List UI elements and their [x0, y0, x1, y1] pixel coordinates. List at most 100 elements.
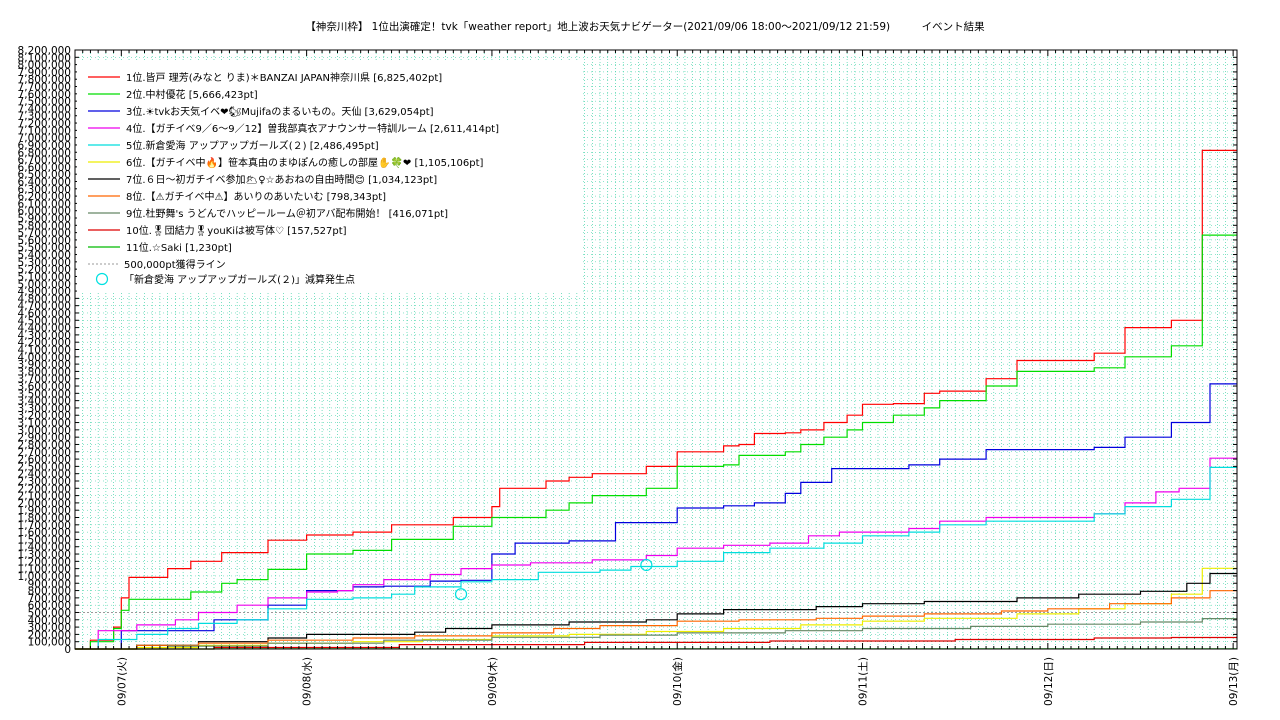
y-tick-label: 1,000,000 [18, 571, 71, 583]
series-line-2 [75, 234, 1237, 650]
y-tick-label: 3,200,000 [18, 410, 71, 422]
y-tick-label: 2,800,000 [18, 439, 71, 451]
y-tick-label: 900,000 [28, 578, 71, 590]
y-tick-label: 2,200,000 [18, 483, 71, 495]
chart-title: 【神奈川枠】 1位出演確定！tvk「weather report」地上波お天気ナ… [305, 20, 985, 33]
y-tick-label: 8,200,000 [18, 45, 71, 57]
y-tick-label: 0 [64, 644, 71, 656]
y-tick-label: 4,400,000 [18, 323, 71, 335]
y-tick-label: 2,100,000 [18, 491, 71, 503]
y-tick-label: 300,000 [28, 622, 71, 634]
y-tick-label: 4,900,000 [18, 286, 71, 298]
y-tick-label: 100,000 [28, 637, 71, 649]
legend-label-6: 6位.【ガチイベ中🔥】笹本真由のまゆぽんの癒しの部屋✋🍀❤ [1,105,106… [126, 156, 484, 169]
y-tick-label: 3,500,000 [18, 388, 71, 400]
y-tick-label: 5,500,000 [18, 242, 71, 254]
y-tick-label: 5,600,000 [18, 235, 71, 247]
legend-swatch-deduction [95, 272, 109, 286]
y-tick-label: 2,500,000 [18, 461, 71, 473]
y-tick-label: 7,700,000 [18, 82, 71, 94]
legend-label-11: 11位.☆Saki [1,230pt] [126, 241, 232, 254]
y-tick-label: 3,700,000 [18, 374, 71, 386]
series-line-5 [75, 466, 1237, 650]
y-tick-label: 2,400,000 [18, 469, 71, 481]
y-tick-label: 1,100,000 [18, 564, 71, 576]
y-tick-label: 4,000,000 [18, 352, 71, 364]
x-tick-label: 09/13(月) [1228, 657, 1240, 706]
y-tick-label: 6,800,000 [18, 147, 71, 159]
y-tick-label: 5,000,000 [18, 279, 71, 291]
y-tick-label: 700,000 [28, 593, 71, 605]
y-tick-label: 3,300,000 [18, 403, 71, 415]
deduction-marker-point-1 [454, 588, 468, 601]
y-tick-label: 1,200,000 [18, 556, 71, 568]
y-tick-label: 4,700,000 [18, 301, 71, 313]
y-tick-label: 3,400,000 [18, 396, 71, 408]
legend-label-5: 5位.新倉愛海 アップアップガールズ(２) [2,486,495pt] [126, 139, 379, 152]
y-tick-label: 6,600,000 [18, 162, 71, 174]
y-tick-label: 1,300,000 [18, 549, 71, 561]
legend-label-7: 7位.６日〜初ガチイベ参加🌥♀☆あおねの自由時間😊 [1,034,123pt] [126, 173, 437, 186]
x-tick-label: 09/08(水) [302, 657, 314, 706]
y-tick-label: 3,900,000 [18, 359, 71, 371]
y-tick-label: 1,400,000 [18, 542, 71, 554]
y-tick-label: 5,900,000 [18, 213, 71, 225]
y-tick-label: 3,100,000 [18, 418, 71, 430]
y-tick-label: 1,700,000 [18, 520, 71, 532]
y-tick-label: 6,000,000 [18, 206, 71, 218]
y-tick-label: 1,600,000 [18, 527, 71, 539]
y-tick-label: 600,000 [28, 600, 71, 612]
series-layer [75, 149, 1237, 650]
y-tick-label: 4,100,000 [18, 345, 71, 357]
y-tick-label: 1,500,000 [18, 534, 71, 546]
y-tick-label: 8,000,000 [18, 60, 71, 72]
y-tick-label: 6,400,000 [18, 176, 71, 188]
legend-label-2: 2位.中村優花 [5,666,423pt] [126, 88, 258, 101]
y-tick-label: 3,000,000 [18, 425, 71, 437]
y-tick-label: 400,000 [28, 615, 71, 627]
x-tick-label: 09/07(火) [116, 657, 128, 706]
y-tick-label: 7,100,000 [18, 125, 71, 137]
legend-label-3: 3位.☀tvkお天気イベ❤🐿Mujifaのまるいもの。天仙 [3,629,054… [126, 105, 434, 118]
y-tick-label: 2,000,000 [18, 498, 71, 510]
y-tick-label: 7,400,000 [18, 103, 71, 115]
y-tick-label: 5,700,000 [18, 228, 71, 240]
y-tick-label: 4,800,000 [18, 293, 71, 305]
y-tick-label: 200,000 [28, 629, 71, 641]
y-tick-label: 6,900,000 [18, 140, 71, 152]
y-tick-label: 6,200,000 [18, 191, 71, 203]
y-tick-label: 1,800,000 [18, 513, 71, 525]
y-tick-label: 4,600,000 [18, 308, 71, 320]
x-tick-label: 09/11(土) [857, 657, 870, 706]
series-line-1 [75, 149, 1237, 650]
y-tick-label: 6,700,000 [18, 155, 71, 167]
y-tick-label: 1,900,000 [18, 505, 71, 517]
y-tick-label: 7,800,000 [18, 74, 71, 86]
series-line-9 [75, 618, 1237, 650]
y-axis-tick-labels: 0100,000200,000300,000400,000500,000600,… [18, 45, 71, 656]
y-tick-label: 2,600,000 [18, 454, 71, 466]
y-tick-label: 6,500,000 [18, 169, 71, 181]
legend-label-deduction: 「新倉愛海 アップアップガールズ(２)」減算発生点 [124, 273, 355, 286]
y-tick-label: 3,800,000 [18, 366, 71, 378]
legend-label-8: 8位.【⚠ガチイベ中⚠】あいりのあいたいむ [798,343pt] [126, 190, 386, 203]
y-tick-label: 7,500,000 [18, 96, 71, 108]
deduction-marker-point-2 [640, 558, 653, 572]
series-line-8 [75, 590, 1237, 650]
legend-label-threshold: 500,000pt獲得ライン [124, 258, 226, 271]
y-tick-label: 7,200,000 [18, 118, 71, 130]
legend-label-10: 10位.🎖団結力🎖youKiは被写体♡ [157,527pt] [126, 224, 347, 237]
y-tick-label: 4,500,000 [18, 315, 71, 327]
y-tick-label: 5,400,000 [18, 250, 71, 262]
series-line-7 [75, 572, 1237, 650]
y-tick-label: 7,900,000 [18, 67, 71, 79]
y-tick-label: 3,600,000 [18, 381, 71, 393]
y-tick-label: 8,100,000 [18, 52, 71, 64]
y-tick-label: 7,000,000 [18, 133, 71, 145]
legend-label-4: 4位.【ガチイベ9／6〜9／12】曽我部真衣アナウンサー特訓ルーム [2,611… [126, 122, 499, 135]
y-tick-label: 5,800,000 [18, 220, 71, 232]
legend-label-1: 1位.皆戸 理芳(みなと りま)＊BANZAI JAPAN神奈川県 [6,825… [126, 71, 442, 84]
legend-background [77, 62, 580, 292]
y-tick-label: 5,300,000 [18, 257, 71, 269]
